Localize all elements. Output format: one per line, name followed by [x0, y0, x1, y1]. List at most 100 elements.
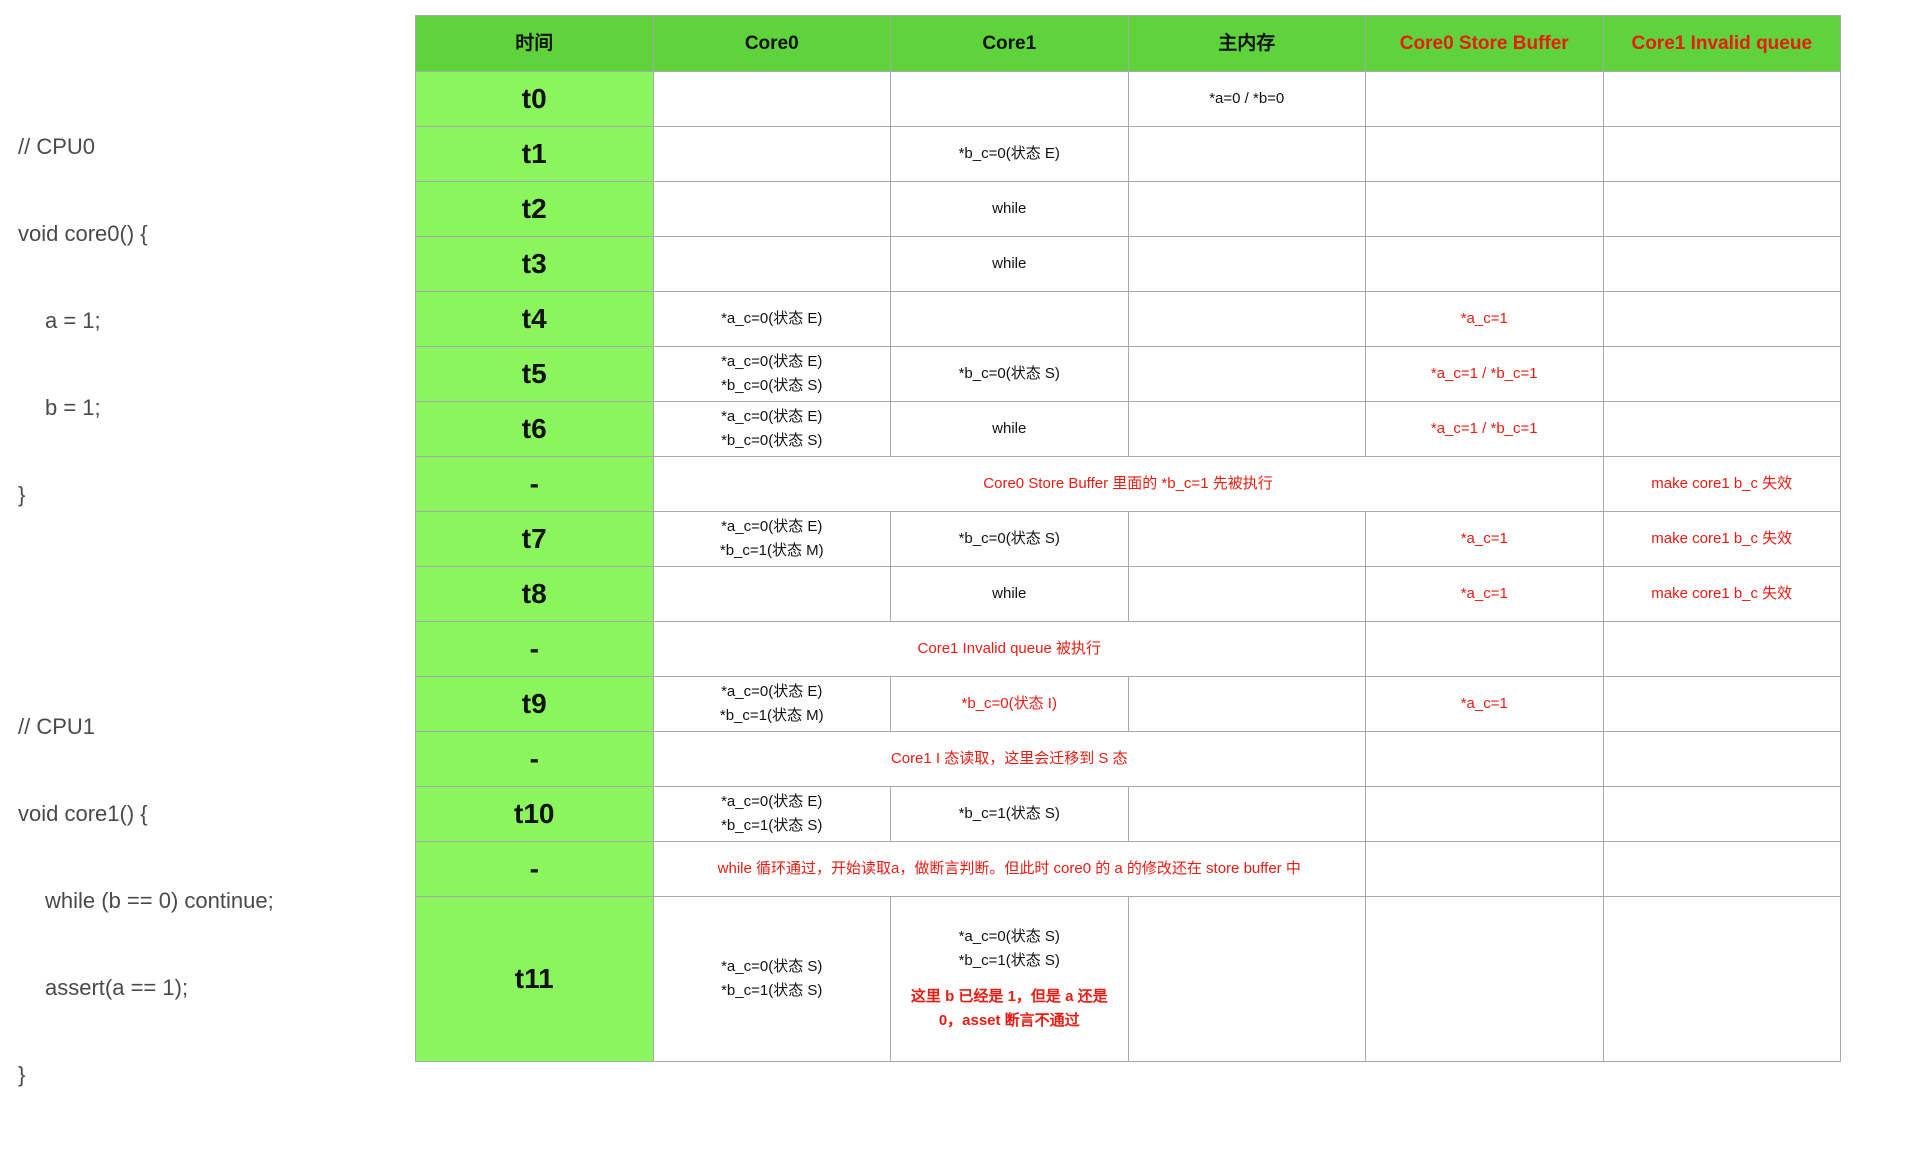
store-buffer-cell — [1365, 841, 1604, 897]
store-buffer-cell — [1365, 731, 1604, 787]
time-cell: - — [415, 841, 654, 897]
store-buffer-cell — [1365, 621, 1604, 677]
table-row: t11 *a_c=0(状态 S) *b_c=1(状态 S) *a_c=0(状态 … — [415, 896, 1841, 1062]
table-row: t0 *a=0 / *b=0 — [415, 71, 1841, 127]
header-time: 时间 — [415, 15, 654, 72]
header-core1: Core1 — [890, 15, 1129, 72]
table-row: t10 *a_c=0(状态 E) *b_c=1(状态 S) *b_c=1(状态 … — [415, 786, 1841, 842]
invalid-queue-cell — [1602, 401, 1841, 457]
store-buffer-cell — [1365, 786, 1604, 842]
invalid-queue-cell — [1602, 181, 1841, 237]
invalid-queue-cell — [1602, 71, 1841, 127]
time-cell: - — [415, 621, 654, 677]
cpu0-body-line: a = 1; — [45, 308, 101, 333]
table-row: - Core1 Invalid queue 被执行 — [415, 621, 1841, 677]
memory-cell — [1127, 896, 1366, 1062]
invalid-queue-cell — [1602, 346, 1841, 402]
cpu1-code-block: // CPU1 void core1() { while (b == 0) co… — [18, 654, 274, 1147]
memory-cell — [1127, 126, 1366, 182]
memory-cell — [1127, 566, 1366, 622]
time-cell: t7 — [415, 511, 654, 567]
invalid-queue-cell — [1602, 841, 1841, 897]
store-buffer-cell — [1365, 896, 1604, 1062]
core1-cell: *a_c=0(状态 S) *b_c=1(状态 S) 这里 b 已经是 1，但是 … — [890, 896, 1129, 1062]
invalid-queue-cell: make core1 b_c 失效 — [1602, 456, 1841, 512]
memory-cell — [1127, 786, 1366, 842]
memory-cell — [1127, 346, 1366, 402]
store-buffer-cell: *a_c=1 — [1365, 511, 1604, 567]
time-cell: t10 — [415, 786, 654, 842]
core0-cell — [652, 126, 891, 182]
invalid-queue-cell — [1602, 126, 1841, 182]
store-buffer-cell: *a_c=1 — [1365, 291, 1604, 347]
invalid-queue-cell — [1602, 731, 1841, 787]
time-cell: t6 — [415, 401, 654, 457]
store-buffer-cell: *a_c=1 / *b_c=1 — [1365, 401, 1604, 457]
invalid-queue-cell — [1602, 236, 1841, 292]
time-cell: t4 — [415, 291, 654, 347]
cpu0-code-block: // CPU0 void core0() { a = 1; b = 1; } — [18, 74, 274, 567]
note-cell: Core1 Invalid queue 被执行 — [652, 621, 1366, 677]
cpu0-comment: // CPU0 — [18, 134, 96, 159]
cpu1-signature: void core1() { — [18, 801, 148, 826]
time-cell: t11 — [415, 896, 654, 1062]
core0-cell: *a_c=0(状态 E) *b_c=0(状态 S) — [652, 346, 891, 402]
time-cell: t0 — [415, 71, 654, 127]
invalid-queue-cell: make core1 b_c 失效 — [1602, 566, 1841, 622]
invalid-queue-cell — [1602, 676, 1841, 732]
memory-cell — [1127, 401, 1366, 457]
time-cell: - — [415, 731, 654, 787]
core0-cell: *a_c=0(状态 S) *b_c=1(状态 S) — [652, 896, 891, 1062]
core1-cell — [890, 291, 1129, 347]
core1-cell: *b_c=0(状态 S) — [890, 511, 1129, 567]
table-row: t5 *a_c=0(状态 E) *b_c=0(状态 S) *b_c=0(状态 S… — [415, 346, 1841, 402]
assert-failure-remark: 这里 b 已经是 1，但是 a 还是 0，asset 断言不通过 — [910, 988, 1108, 1029]
core0-cell: *a_c=0(状态 E) *b_c=1(状态 M) — [652, 676, 891, 732]
note-cell: Core1 I 态读取，这里会迁移到 S 态 — [652, 731, 1366, 787]
cpu0-signature: void core0() { — [18, 221, 148, 246]
time-cell: t8 — [415, 566, 654, 622]
core1-cell: while — [890, 401, 1129, 457]
table-row: t3 while — [415, 236, 1841, 292]
table-row: t6 *a_c=0(状态 E) *b_c=0(状态 S) while *a_c=… — [415, 401, 1841, 457]
note-cell: while 循环通过，开始读取a，做断言判断。但此时 core0 的 a 的修改… — [652, 841, 1366, 897]
invalid-queue-cell — [1602, 621, 1841, 677]
store-buffer-cell: *a_c=1 — [1365, 566, 1604, 622]
invalid-queue-cell: make core1 b_c 失效 — [1602, 511, 1841, 567]
memory-cell — [1127, 236, 1366, 292]
invalid-queue-cell — [1602, 896, 1841, 1062]
store-buffer-cell: *a_c=1 / *b_c=1 — [1365, 346, 1604, 402]
time-cell: t9 — [415, 676, 654, 732]
core0-cell: *a_c=0(状态 E) *b_c=0(状态 S) — [652, 401, 891, 457]
cpu1-body-line: while (b == 0) continue; — [45, 888, 274, 913]
header-main-memory: 主内存 — [1127, 15, 1366, 72]
core1-cell: while — [890, 236, 1129, 292]
cpu1-close-brace: } — [18, 1062, 26, 1087]
cache-timeline-table: 时间 Core0 Core1 主内存 Core0 Store Buffer Co… — [415, 15, 1841, 1062]
cpu1-comment: // CPU1 — [18, 714, 96, 739]
core0-cell — [652, 181, 891, 237]
core1-cell: *b_c=0(状态 I) — [890, 676, 1129, 732]
header-core0-store-buffer: Core0 Store Buffer — [1365, 15, 1604, 72]
cpu0-body-line: b = 1; — [45, 395, 101, 420]
invalid-queue-cell — [1602, 786, 1841, 842]
header-row: 时间 Core0 Core1 主内存 Core0 Store Buffer Co… — [415, 15, 1841, 72]
code-snippet: // CPU0 void core0() { a = 1; b = 1; } /… — [18, 16, 274, 1176]
store-buffer-cell — [1365, 236, 1604, 292]
note-cell: Core0 Store Buffer 里面的 *b_c=1 先被执行 — [652, 456, 1604, 512]
table-row: - while 循环通过，开始读取a，做断言判断。但此时 core0 的 a 的… — [415, 841, 1841, 897]
core0-cell — [652, 566, 891, 622]
core0-cell — [652, 236, 891, 292]
invalid-queue-cell — [1602, 291, 1841, 347]
core0-cell: *a_c=0(状态 E) — [652, 291, 891, 347]
core0-cell — [652, 71, 891, 127]
core1-cell — [890, 71, 1129, 127]
memory-cell — [1127, 511, 1366, 567]
cpu0-close-brace: } — [18, 482, 26, 507]
time-cell: t1 — [415, 126, 654, 182]
header-core0: Core0 — [652, 15, 891, 72]
memory-cell — [1127, 181, 1366, 237]
store-buffer-cell — [1365, 181, 1604, 237]
core1-cell: while — [890, 181, 1129, 237]
store-buffer-cell — [1365, 71, 1604, 127]
